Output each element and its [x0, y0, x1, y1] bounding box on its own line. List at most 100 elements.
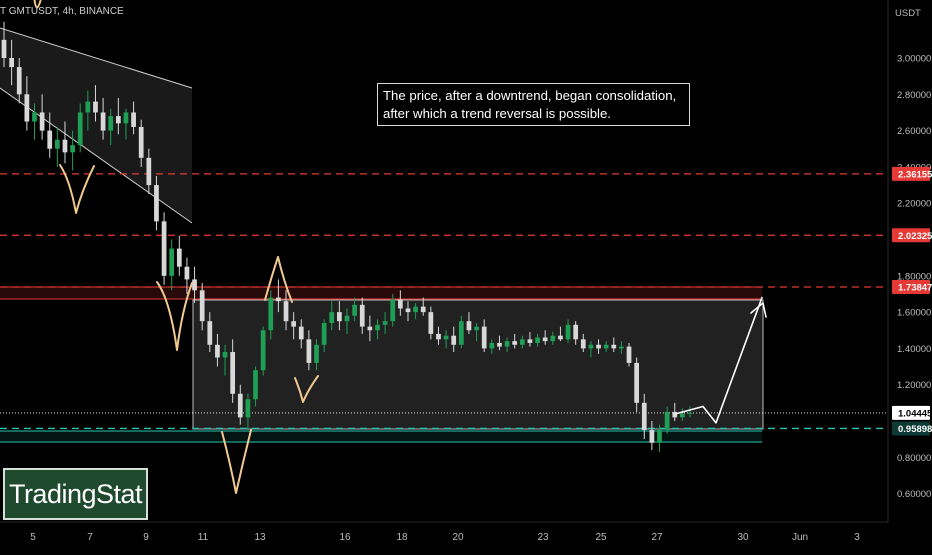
date-tick-label: 13 [254, 532, 266, 543]
candle-body [169, 248, 175, 276]
candle-body [481, 326, 487, 349]
symbol-label[interactable]: T GMTUSDT, 4h, BINANCE [0, 6, 124, 17]
candle-body [329, 312, 335, 323]
candle-body [352, 304, 357, 316]
candle-body [298, 326, 304, 340]
candle-body [85, 101, 91, 113]
candle-body [565, 324, 571, 340]
price-tag-label: 2.02325 [898, 231, 932, 242]
candle-body [405, 308, 411, 313]
date-tick-label: 30 [737, 532, 749, 543]
candle-body [207, 321, 213, 345]
candle-body [497, 342, 502, 347]
price-tag-label: 1.04445 [898, 408, 932, 419]
swing-mark [156, 281, 193, 351]
candle-body [32, 112, 37, 122]
price-tick-label: 1.80000 [897, 271, 931, 282]
candle-body [619, 346, 624, 349]
candle-body [321, 322, 327, 345]
swing-mark [294, 375, 319, 403]
price-tick-label: 0.80000 [897, 453, 931, 464]
candle-body [359, 304, 365, 327]
brand-badge: TradingStat [3, 468, 148, 520]
candle-body [527, 339, 533, 343]
price-tag [892, 228, 930, 243]
support-zone[interactable] [0, 430, 762, 443]
candle-body [672, 411, 678, 418]
candle-body [100, 112, 106, 131]
candle-body [230, 352, 236, 394]
candle-body [413, 306, 418, 313]
candle-body [436, 333, 441, 340]
candle-body [314, 344, 319, 363]
candle-body [443, 335, 449, 340]
candle-body [596, 344, 601, 349]
candle-body [573, 324, 579, 340]
candle-body [489, 342, 495, 349]
candle-body [603, 344, 609, 349]
date-tick-label: 7 [87, 532, 93, 543]
annotation-line-1: The price, after a downtrend, began cons… [383, 88, 677, 103]
candle-body [154, 185, 159, 222]
time-axis[interactable]: 5 7 9 11 13 16 18 20 23 25 27 30 Jun 3 [0, 521, 888, 543]
candle-body [367, 326, 373, 331]
candle-body [382, 321, 388, 325]
price-axis[interactable]: 3.000002.800002.600002.400002.200001.800… [887, 0, 932, 550]
price-tick-label: 0.60000 [897, 489, 931, 500]
candle-body [222, 352, 228, 358]
candle-body [16, 67, 22, 95]
candle-body [62, 139, 68, 153]
currency-label: USDT [895, 8, 921, 19]
candle-body [649, 430, 655, 443]
swing-drawings [33, 0, 319, 494]
annotation-text-box[interactable]: The price, after a downtrend, began cons… [377, 83, 690, 126]
price-tick-label: 2.60000 [897, 126, 931, 137]
date-tick-label: 5 [30, 532, 36, 543]
candle-body [146, 157, 152, 186]
candle-body [519, 339, 525, 345]
candle-body [657, 430, 662, 443]
candle-body [337, 312, 342, 322]
candle-body [512, 341, 518, 345]
candle-body [420, 306, 426, 313]
date-tick-label: 23 [537, 532, 549, 543]
resistance-zone[interactable] [0, 286, 762, 300]
candle-body [237, 393, 243, 418]
candle-body [580, 339, 586, 349]
price-tag-label: 1.73847 [898, 282, 932, 293]
candle-body [176, 248, 182, 267]
candle-body [161, 221, 167, 276]
candle-body [664, 411, 670, 431]
candle-body [245, 399, 251, 418]
candle-body [115, 116, 121, 124]
date-tick-label: 25 [595, 532, 607, 543]
candle-body [39, 112, 45, 131]
swing-mark [264, 256, 293, 303]
projection-arrow[interactable] [675, 296, 767, 424]
candle-body [588, 344, 594, 349]
candle-body [192, 279, 197, 291]
date-tick-label: 11 [198, 532, 209, 543]
candle-body [344, 315, 350, 322]
price-tick-label: 3.00000 [897, 54, 931, 65]
date-tick-label: 16 [339, 532, 351, 543]
date-tick-label: 27 [651, 532, 663, 543]
candle-body [123, 112, 129, 124]
candle-body [680, 413, 685, 418]
candle-body [1, 39, 7, 58]
candle-body [466, 321, 472, 331]
candle-body [550, 335, 556, 342]
candle-body [138, 126, 144, 158]
candle-body [253, 370, 258, 400]
candle-body [268, 297, 274, 331]
candle-body [306, 339, 312, 363]
candle-body [542, 337, 548, 342]
candle-body [397, 299, 403, 309]
candle-body [70, 145, 75, 153]
consolidation-zone[interactable] [192, 299, 764, 430]
price-tag [892, 166, 930, 181]
date-tick-label: 9 [143, 532, 149, 543]
price-tick-label: 1.60000 [897, 308, 931, 319]
